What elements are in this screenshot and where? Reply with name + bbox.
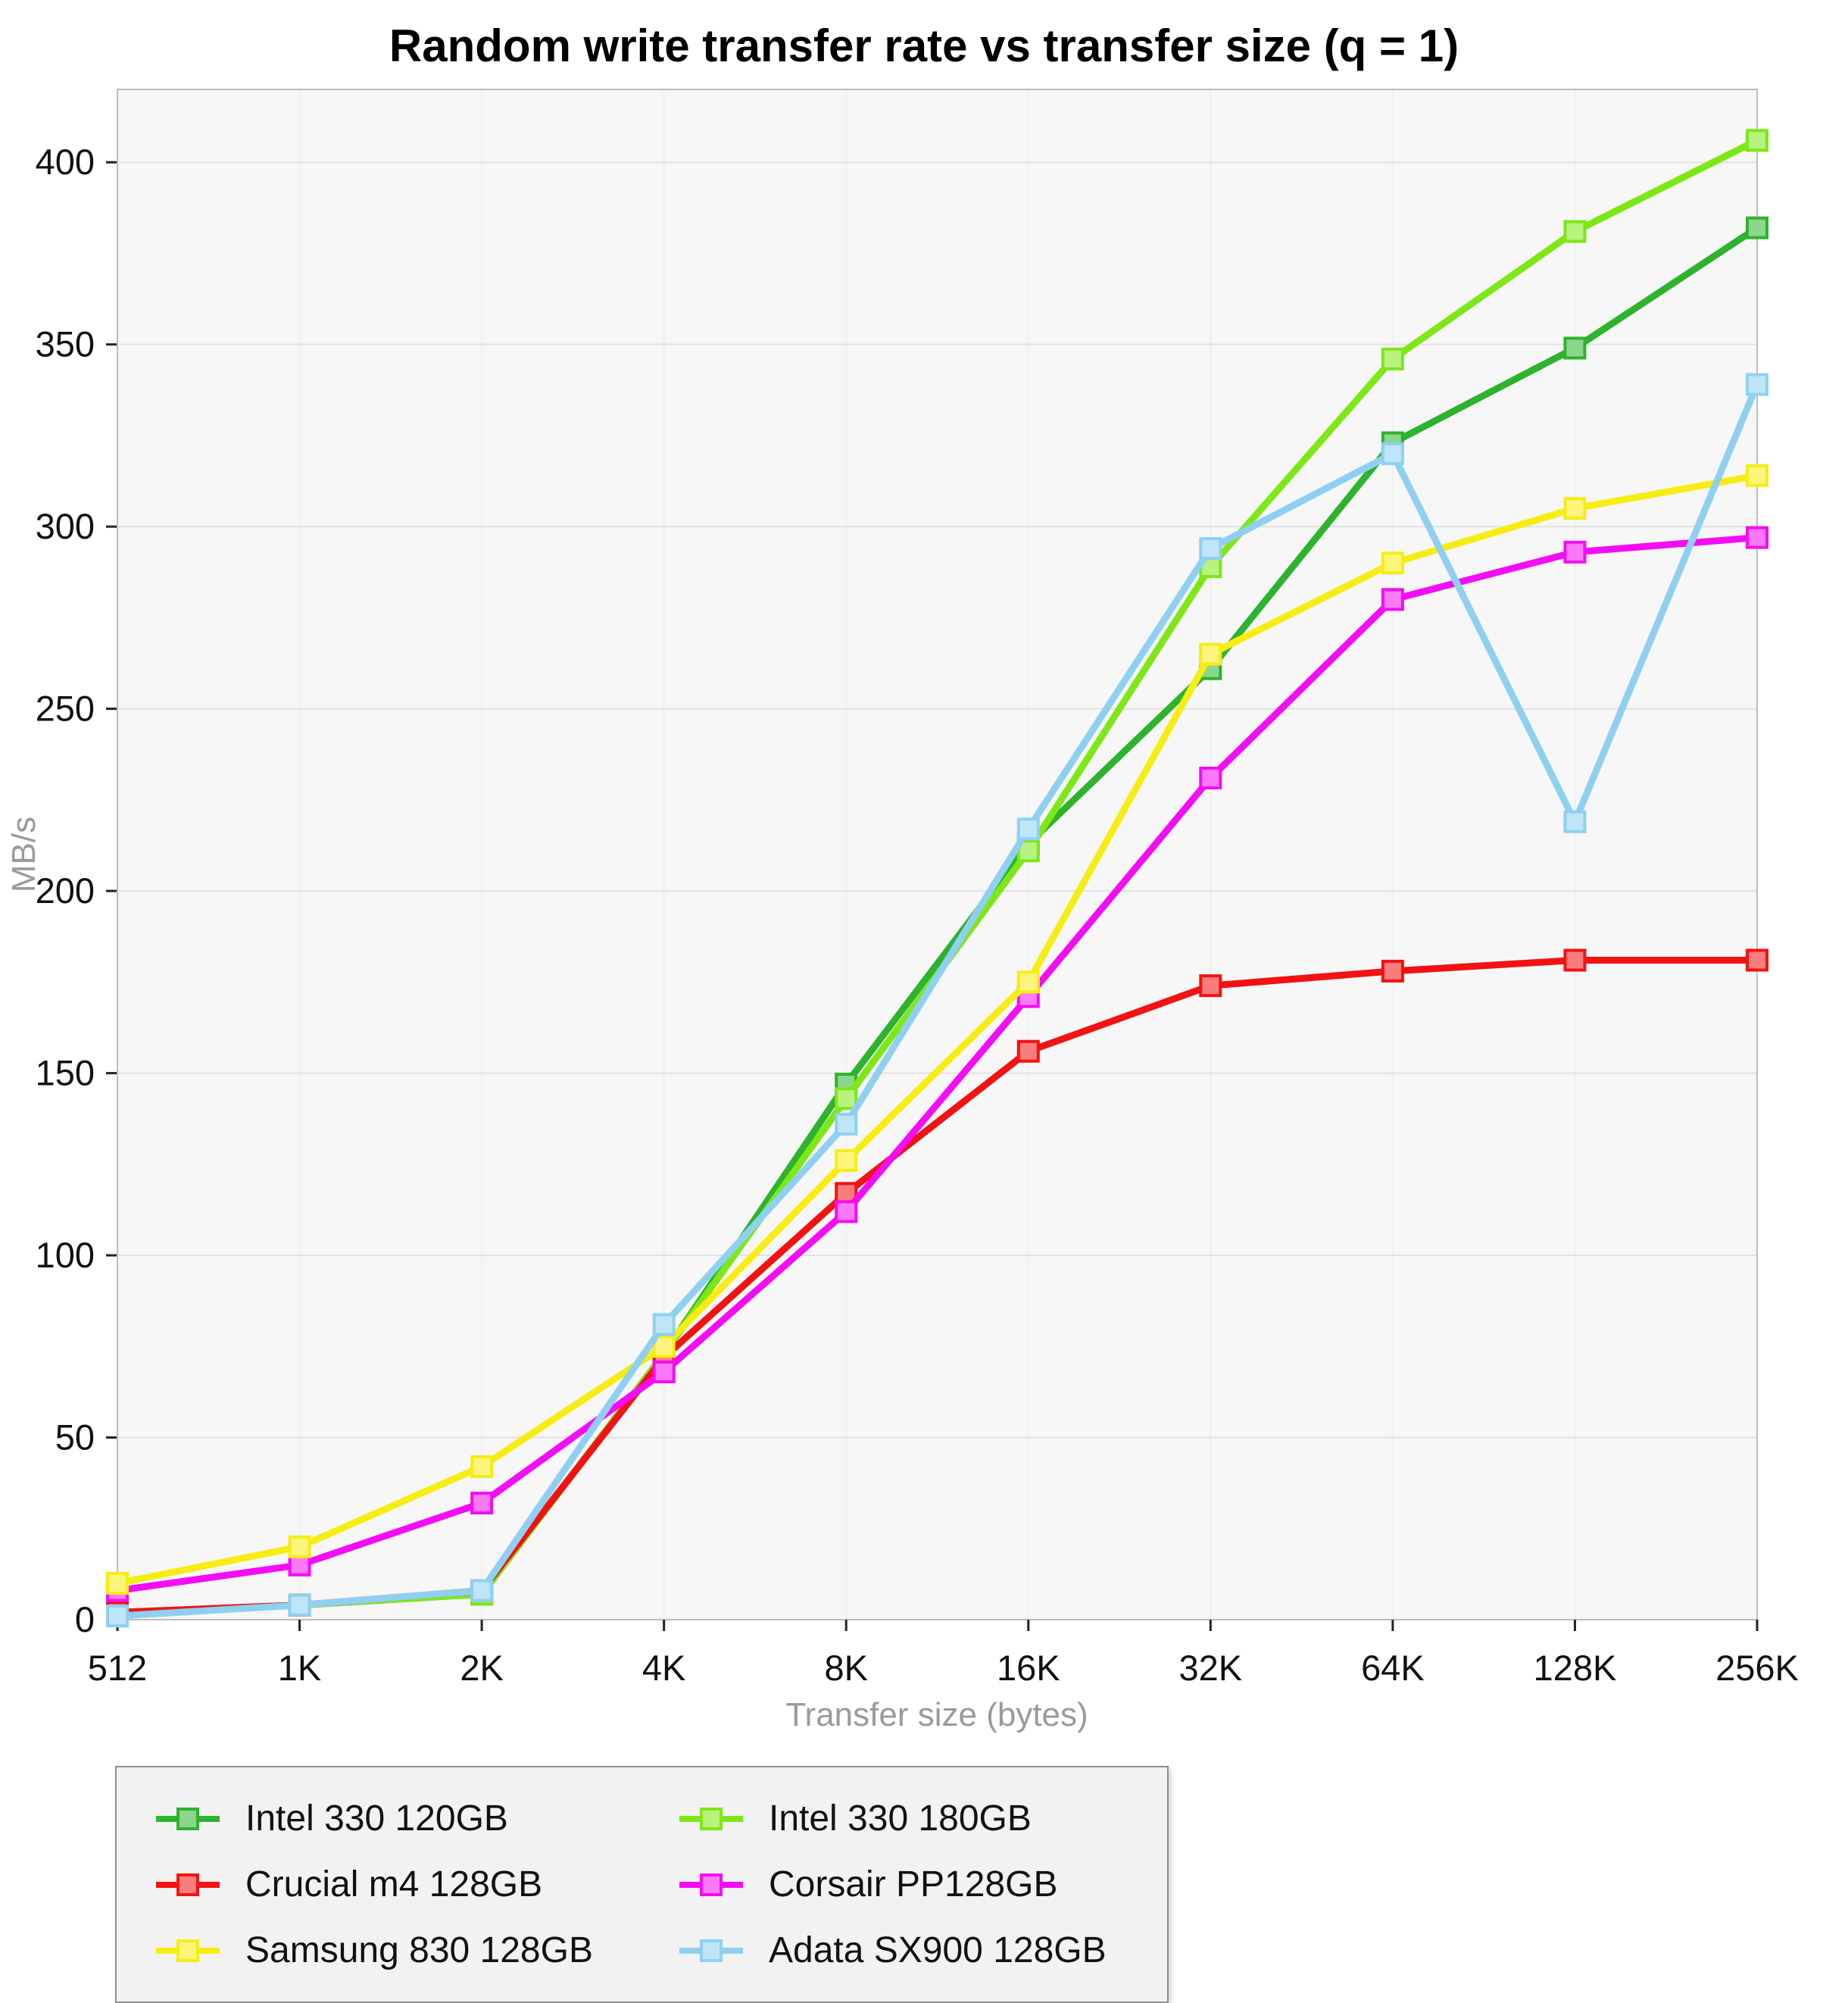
- legend-marker-icon: [156, 1939, 220, 1962]
- y-tick-label: 400: [36, 142, 95, 182]
- legend-item: Intel 330 180GB: [676, 1798, 1107, 1839]
- data-point-adata-sx900-128gb: [1381, 442, 1404, 465]
- data-point-adata-sx900-128gb: [288, 1593, 311, 1617]
- data-point-crucial-m4-128gb: [1563, 948, 1587, 972]
- data-point-corsair-pp128gb: [1746, 526, 1768, 549]
- data-point-crucial-m4-128gb: [1381, 959, 1404, 983]
- data-point-crucial-m4-128gb: [1746, 948, 1768, 972]
- x-tick-label: 128K: [1534, 1648, 1617, 1688]
- x-tick-label: 1K: [278, 1648, 322, 1688]
- data-point-adata-sx900-128gb: [470, 1579, 494, 1602]
- legend-marker-icon: [156, 1807, 220, 1830]
- legend-label: Crucial m4 128GB: [245, 1864, 543, 1905]
- data-point-corsair-pp128gb: [1199, 767, 1222, 789]
- x-axis-title: Transfer size (bytes): [785, 1696, 1088, 1733]
- data-point-samsung-830-128gb: [288, 1535, 311, 1558]
- x-tick-label: 256K: [1715, 1648, 1799, 1688]
- y-tick-label: 300: [36, 506, 95, 546]
- legend-marker-icon: [679, 1939, 743, 1962]
- legend-marker-icon: [679, 1873, 743, 1896]
- x-tick-label: 8K: [824, 1648, 868, 1688]
- line-chart: 0 50 100 150 200 250 300 350 400 512 1K 2K 4K 8K 16K 32…: [5, 89, 1799, 1733]
- data-point-corsair-pp128gb: [1381, 588, 1404, 611]
- legend-item: Corsair PP128GB: [676, 1864, 1107, 1905]
- legend-label: Intel 330 180GB: [768, 1798, 1032, 1839]
- chart-title: Random write transfer rate vs transfer s…: [389, 20, 1459, 71]
- y-tick-label: 200: [36, 870, 95, 911]
- y-tick-label: 150: [36, 1053, 95, 1093]
- legend-item: Intel 330 120GB: [153, 1798, 593, 1839]
- legend-item: Adata SX900 128GB: [676, 1930, 1107, 1971]
- data-point-intel-330-180gb: [1563, 220, 1587, 243]
- data-point-adata-sx900-128gb: [1016, 817, 1040, 841]
- data-point-adata-sx900-128gb: [835, 1112, 858, 1136]
- data-point-crucial-m4-128gb: [1199, 974, 1222, 998]
- data-point-adata-sx900-128gb: [1199, 537, 1222, 560]
- x-tick-label: 4K: [642, 1648, 686, 1688]
- data-point-intel-330-180gb: [835, 1087, 858, 1111]
- legend-marker-icon: [679, 1807, 743, 1830]
- y-tick-label: 350: [36, 324, 95, 364]
- data-point-adata-sx900-128gb: [652, 1313, 676, 1336]
- data-point-corsair-pp128gb: [652, 1360, 676, 1383]
- x-tick-label: 64K: [1361, 1648, 1425, 1688]
- data-point-adata-sx900-128gb: [1746, 373, 1768, 396]
- x-tick-label: 2K: [460, 1648, 504, 1688]
- data-point-samsung-830-128gb: [652, 1335, 676, 1358]
- x-tick-label: 16K: [997, 1648, 1060, 1688]
- x-tick-label: 512: [88, 1648, 147, 1688]
- plot-area: [117, 89, 1757, 1620]
- legend-item: Crucial m4 128GB: [153, 1864, 593, 1905]
- legend-label: Corsair PP128GB: [768, 1864, 1058, 1905]
- y-tick-label: 100: [36, 1235, 95, 1275]
- series-line-adata-sx900-128gb: [114, 381, 1761, 1620]
- data-point-samsung-830-128gb: [1746, 464, 1768, 487]
- data-point-adata-sx900-128gb: [106, 1605, 129, 1628]
- y-tick-label: 250: [36, 689, 95, 729]
- data-point-samsung-830-128gb: [1199, 642, 1222, 666]
- data-point-samsung-830-128gb: [1016, 970, 1040, 994]
- legend-label: Adata SX900 128GB: [768, 1930, 1107, 1970]
- y-tick-label: 50: [55, 1417, 95, 1458]
- x-tick-label: 32K: [1179, 1648, 1243, 1688]
- data-point-samsung-830-128gb: [470, 1455, 494, 1478]
- legend-item: Samsung 830 128GB: [153, 1930, 593, 1971]
- plot-border: [117, 89, 1758, 1620]
- data-point-adata-sx900-128gb: [1563, 810, 1587, 833]
- data-point-intel-330-120gb: [1563, 336, 1587, 360]
- legend-grid: Intel 330 120GB Crucial m4 128GB Samsung 8…: [153, 1798, 1107, 1971]
- data-point-intel-330-120gb: [1746, 216, 1768, 239]
- y-tick-label: 0: [75, 1599, 95, 1639]
- legend-label: Samsung 830 128GB: [245, 1930, 593, 1970]
- data-point-samsung-830-128gb: [835, 1149, 858, 1172]
- series-line-samsung-830-128gb: [114, 472, 1761, 1587]
- legend-marker-icon: [156, 1873, 220, 1896]
- data-point-intel-330-180gb: [1381, 347, 1404, 370]
- data-point-samsung-830-128gb: [106, 1571, 129, 1595]
- legend-label: Intel 330 120GB: [245, 1798, 508, 1839]
- data-point-intel-330-180gb: [1746, 129, 1768, 152]
- y-axis-title: MB/s: [5, 817, 42, 892]
- series-line-corsair-pp128gb: [114, 534, 1761, 1595]
- data-point-samsung-830-128gb: [1563, 497, 1587, 520]
- data-point-corsair-pp128gb: [835, 1200, 858, 1223]
- data-point-corsair-pp128gb: [470, 1492, 494, 1515]
- data-point-corsair-pp128gb: [1563, 540, 1587, 564]
- data-point-samsung-830-128gb: [1381, 552, 1404, 575]
- data-point-crucial-m4-128gb: [1016, 1039, 1040, 1063]
- legend: Intel 330 120GB Crucial m4 128GB Samsung 8…: [115, 1766, 1169, 2003]
